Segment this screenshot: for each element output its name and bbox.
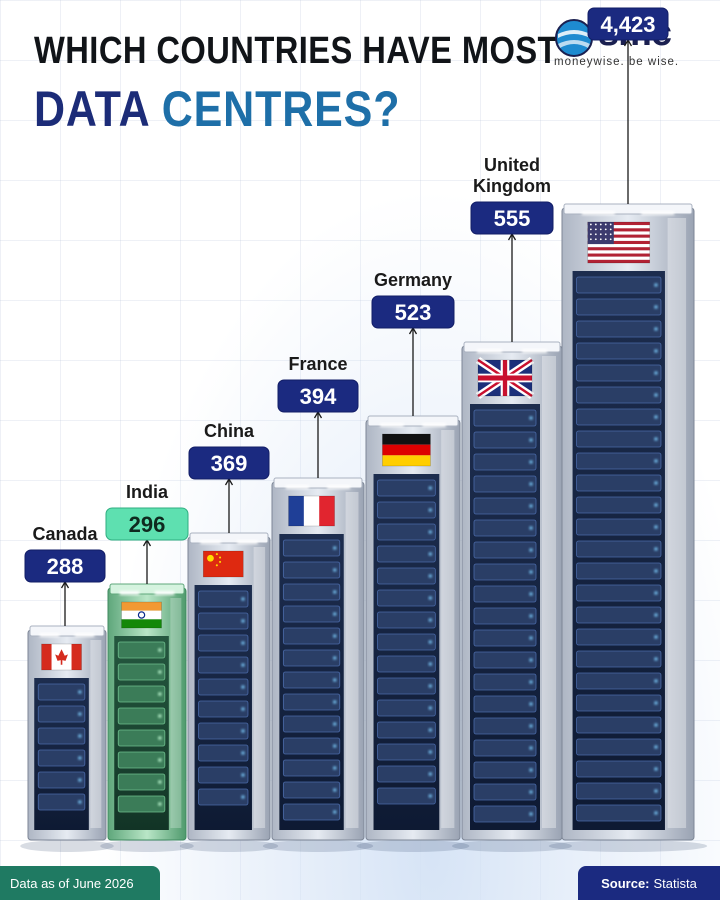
data-label: 369 [211, 451, 248, 476]
value-badge [277, 379, 359, 413]
category-label: India [126, 482, 169, 502]
canada-flag-icon [41, 643, 82, 671]
data-label: 288 [47, 554, 84, 579]
category-label: United [484, 155, 540, 175]
source-label: Source: [601, 875, 650, 891]
server-bar-united-states [548, 203, 708, 852]
value-badge [470, 201, 554, 235]
france-flag-icon [288, 495, 335, 527]
headline-line-1: WHICH COUNTRIES HAVE MOST [34, 30, 558, 72]
category-label: Canada [32, 524, 98, 544]
headline-line-2: DATA CENTRES? [34, 84, 400, 134]
us-flag-icon [587, 221, 651, 264]
date-note: Data as of June 2026 [0, 866, 160, 900]
server-bar-germany [356, 415, 470, 852]
server-bar-canada [20, 625, 114, 852]
logo-tagline: moneywise. be wise. [554, 56, 680, 68]
data-label: 394 [300, 384, 337, 409]
headline-word-data: DATA [34, 81, 149, 137]
globe-icon [555, 19, 593, 57]
india-flag-icon [121, 601, 162, 629]
server-bar-united-kingdom [452, 341, 572, 852]
value-badge [188, 446, 270, 480]
value-badge [587, 7, 669, 41]
data-label: 296 [129, 512, 166, 537]
source-note: Source: Statista [578, 866, 720, 900]
category-label: France [288, 354, 347, 374]
value-badge [371, 295, 455, 329]
data-label: 523 [395, 300, 432, 325]
category-label: States [601, 0, 655, 2]
category-label: Kingdom [473, 176, 551, 196]
uk-flag-icon [476, 357, 534, 399]
category-label: Germany [374, 270, 452, 290]
server-bar-india [100, 583, 194, 852]
data-label: 555 [494, 206, 531, 231]
server-bar-china [179, 532, 279, 852]
server-bar-france [262, 477, 374, 852]
value-badge [24, 549, 106, 583]
headline-word-centres: CENTRES? [161, 81, 401, 137]
data-label: 4,423 [600, 12, 655, 37]
category-label: China [204, 421, 255, 441]
value-badge [105, 507, 189, 541]
germany-flag-icon [382, 433, 431, 467]
china-flag-icon [202, 550, 244, 578]
source-value: Statista [653, 875, 697, 891]
